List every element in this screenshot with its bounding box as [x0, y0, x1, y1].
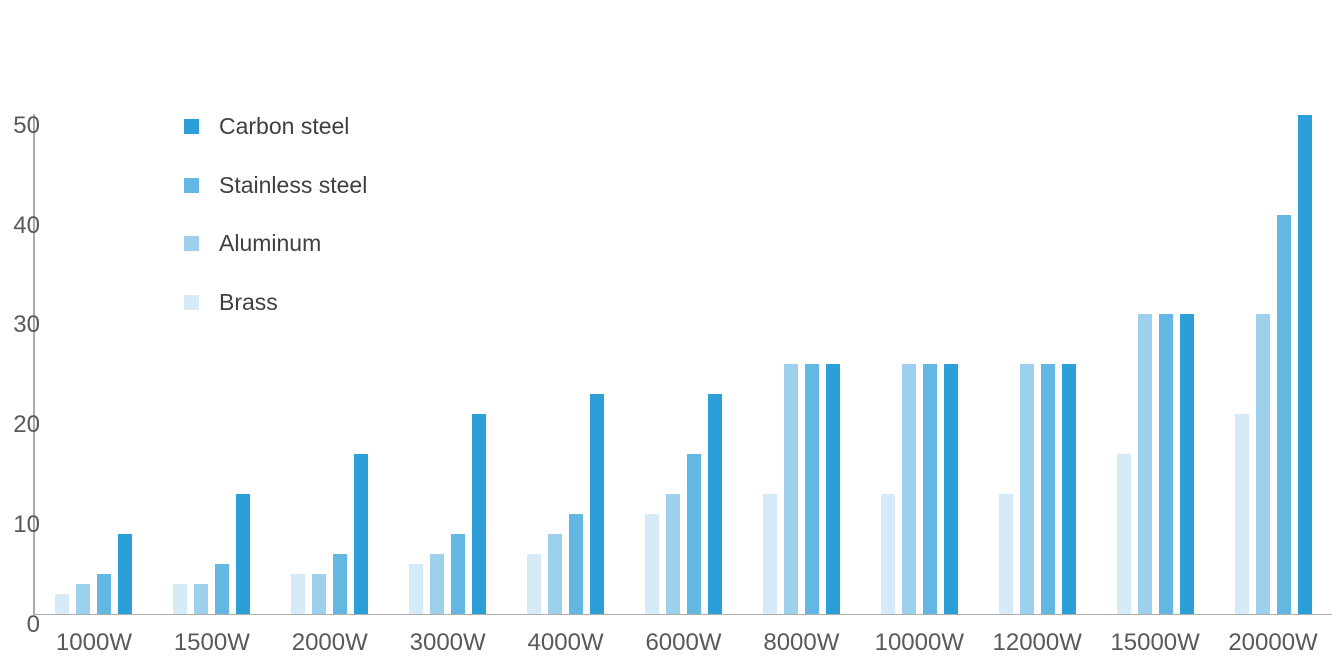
bar	[943, 364, 958, 614]
bar-group	[625, 114, 743, 614]
x-category-label: 4000W	[527, 629, 604, 656]
plot-area	[35, 114, 1332, 614]
bar	[880, 493, 895, 614]
y-tick-label: 0	[26, 610, 40, 638]
bar	[922, 364, 937, 614]
y-tick-label: 50	[13, 112, 40, 139]
bar-group	[507, 114, 625, 614]
bar	[451, 533, 466, 614]
bar	[291, 573, 306, 614]
bar	[1019, 364, 1034, 614]
bar-group	[389, 114, 507, 614]
x-category-label: 1000W	[55, 629, 132, 656]
x-category-label: 1500W	[173, 629, 250, 656]
bar	[97, 573, 112, 614]
bar	[707, 394, 722, 614]
legend-label: Stainless steel	[219, 171, 368, 198]
legend-swatch-icon	[184, 294, 199, 310]
bar	[783, 364, 798, 614]
bar	[1179, 314, 1194, 614]
legend-item: Brass	[184, 288, 367, 317]
bar-group	[1214, 114, 1332, 614]
y-axis-line	[33, 114, 35, 614]
bar	[1040, 364, 1055, 614]
bar-group	[271, 114, 389, 614]
x-category-label: 6000W	[645, 629, 722, 656]
y-tick-label: 30	[13, 311, 40, 339]
bar	[1255, 314, 1270, 614]
x-category-label: 12000W	[992, 629, 1082, 656]
bar	[1137, 314, 1152, 614]
bar	[1234, 414, 1249, 614]
bar	[590, 394, 605, 614]
bar	[333, 553, 348, 614]
bar	[430, 553, 445, 614]
bar-group	[1096, 114, 1214, 614]
bar-group	[35, 114, 153, 614]
legend-swatch-icon	[184, 177, 199, 193]
legend-item: Aluminum	[184, 229, 367, 258]
y-tick-label: 20	[13, 411, 40, 439]
x-category-label: 8000W	[763, 629, 840, 656]
legend-swatch-icon	[184, 236, 199, 251]
bar	[527, 553, 542, 614]
legend-swatch-icon	[184, 119, 199, 134]
bar-group	[742, 114, 860, 614]
bar	[312, 573, 327, 614]
bar	[665, 493, 680, 614]
x-category-label: 3000W	[409, 629, 486, 656]
bar	[686, 453, 701, 614]
bar	[1158, 314, 1173, 614]
y-tick-label: 40	[13, 211, 40, 239]
bar-group	[860, 114, 978, 614]
legend-item: Carbon steel	[184, 112, 367, 141]
bar	[236, 493, 251, 614]
y-tick-label: 10	[13, 510, 40, 538]
bar	[762, 493, 777, 614]
x-category-label: 15000W	[1110, 629, 1200, 656]
bar	[548, 533, 563, 614]
x-category-label: 10000W	[874, 629, 964, 656]
bar	[173, 583, 188, 614]
bar	[215, 563, 230, 614]
x-category-label: 20000W	[1228, 629, 1318, 656]
bar	[1061, 364, 1076, 614]
bar	[76, 583, 91, 614]
legend-item: Stainless steel	[184, 171, 367, 200]
bar	[409, 563, 424, 614]
bar	[569, 513, 584, 614]
bar	[194, 583, 209, 614]
legend-label: Brass	[219, 288, 278, 315]
bar	[354, 453, 369, 614]
bar	[1297, 115, 1312, 614]
bar	[1276, 214, 1291, 614]
legend-label: Aluminum	[219, 230, 322, 256]
legend-label: Carbon steel	[219, 113, 350, 139]
bar	[55, 593, 70, 614]
bar	[1116, 453, 1131, 614]
bar	[825, 364, 840, 614]
x-axis-line	[33, 613, 1332, 615]
bar	[901, 364, 916, 614]
x-axis-category-labels: 1000W 1500W 2000W 3000W 4000W 6000W 8000W 10000…	[35, 627, 1332, 659]
bar	[644, 513, 659, 614]
bar-group	[153, 114, 271, 614]
bar	[472, 414, 487, 614]
bar-group	[978, 114, 1096, 614]
bar	[998, 493, 1013, 614]
bar	[804, 364, 819, 614]
x-category-label: 2000W	[291, 629, 368, 656]
bar	[118, 533, 133, 614]
legend: Carbon steel Stainless steel Aluminum Brass	[184, 112, 367, 346]
